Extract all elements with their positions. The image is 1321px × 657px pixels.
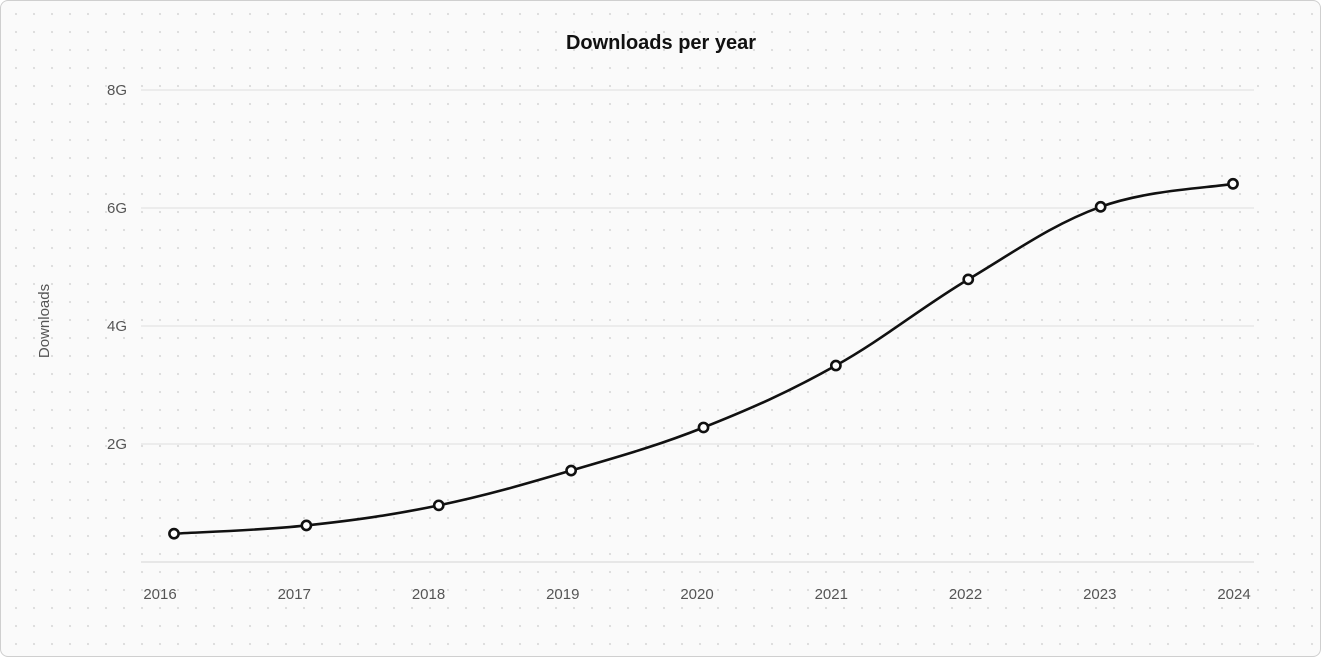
y-tick-label: 4G [107,318,127,335]
data-point-2022[interactable] [962,273,975,286]
x-tick-label: 2019 [546,586,579,603]
data-point-2016[interactable] [168,527,180,540]
series-downloads [172,182,1235,535]
y-axis-ticks: 2G 4G 6G 8G [107,82,127,453]
y-tick-label: 8G [107,82,127,99]
data-point-2019[interactable] [565,464,578,477]
data-point-2018[interactable] [432,499,445,512]
x-tick-label: 2022 [949,586,982,603]
x-tick-label: 2024 [1217,586,1250,603]
data-point-2023[interactable] [1094,200,1107,213]
x-tick-label: 2017 [278,586,311,603]
data-point-2021[interactable] [829,359,842,372]
data-point-2020[interactable] [697,421,710,434]
x-tick-label: 2018 [412,586,445,603]
y-tick-label: 2G [107,436,127,453]
x-tick-label: 2016 [143,586,176,603]
y-tick-label: 6G [107,200,127,217]
data-points [168,177,1239,540]
x-tick-label: 2020 [680,586,713,603]
series-line-0 [172,182,1235,535]
chart-title: Downloads per year [566,32,756,54]
x-tick-label: 2021 [815,586,848,603]
y-axis-label: Downloads [36,284,53,358]
x-tick-label: 2023 [1083,586,1116,603]
data-point-2024[interactable] [1227,177,1239,190]
x-axis-ticks: 2016 2017 2018 2019 2020 2021 2022 2023 2024 [143,586,1250,603]
data-point-2017[interactable] [300,519,313,532]
gridlines [141,89,1254,563]
